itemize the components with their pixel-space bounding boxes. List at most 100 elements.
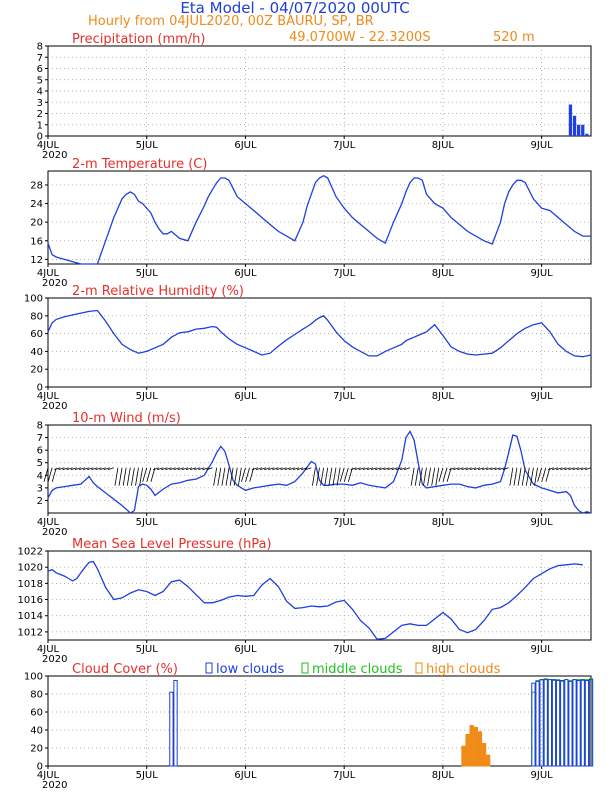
wind-arrow — [130, 467, 135, 486]
wind-arrow — [189, 467, 197, 471]
precip-xtick-label: 9JUL — [531, 140, 554, 151]
mslp-xtick-label: 5JUL — [136, 644, 159, 655]
wind-arrow — [114, 467, 119, 486]
precip-bar — [572, 115, 577, 136]
cloud-ytick-label: 60 — [30, 708, 43, 719]
wind-arrow — [343, 467, 349, 482]
temp-xtick-label: 9JUL — [531, 268, 554, 279]
cloud-ytick-label: 40 — [30, 726, 43, 737]
wind-arrow — [126, 467, 131, 486]
wind-arrow — [537, 467, 543, 482]
cloud-xtick-label: 6JUL — [234, 770, 257, 781]
wind-arrow — [354, 467, 361, 471]
wind-arrow — [324, 467, 329, 486]
precip-frame — [47, 45, 592, 137]
temp-series-line — [47, 174, 591, 265]
wind-arrow — [449, 467, 456, 471]
wind-arrow — [74, 467, 82, 471]
low-cloud-bar — [539, 679, 544, 767]
high-cloud-bar — [477, 731, 483, 767]
wind-arrow — [70, 467, 77, 471]
precip-xtick-label: 6JUL — [234, 140, 257, 151]
legend-low-clouds-swatch — [205, 662, 213, 674]
temp-ytick-label: 28 — [30, 180, 43, 191]
rh-xtick-label: 4JUL — [37, 391, 60, 402]
wind-arrow — [362, 467, 369, 471]
cloud-panel-title: Cloud Cover (%) — [72, 662, 178, 677]
wind-arrow — [418, 467, 423, 486]
wind-arrow — [498, 467, 505, 471]
wind-arrow — [414, 467, 419, 486]
wind-arrow — [173, 467, 180, 471]
precip-bar — [581, 124, 585, 136]
wind-ytick-label: 2 — [37, 496, 43, 507]
wind-arrow — [78, 467, 86, 471]
rh-panel-title: 2-m Relative Humidity (%) — [72, 284, 244, 299]
rh-ytick-label: 60 — [30, 329, 43, 340]
precip-ytick-label: 1 — [37, 120, 43, 131]
precip-panel-title: Precipitation (mm/h) — [72, 32, 205, 47]
wind-arrow — [316, 467, 320, 486]
wind-arrow — [350, 467, 357, 471]
wind-arrow — [259, 467, 267, 471]
low-cloud-bar — [543, 679, 548, 767]
wind-arrow — [311, 467, 316, 486]
low-cloud-bar — [555, 680, 561, 767]
legend-middle-clouds-label: middle clouds — [312, 662, 403, 677]
low-cloud-bar — [169, 691, 174, 767]
temp-xtick-label: 6JUL — [234, 268, 257, 279]
temp-ytick-label: 16 — [30, 236, 43, 247]
mslp-ytick-label: 1020 — [18, 563, 43, 574]
rh-ytick-label: 20 — [30, 365, 43, 376]
temp-xtick-label: 5JUL — [136, 268, 159, 279]
cloud-xtick-label: 5JUL — [136, 770, 159, 781]
cloud-xtick-label: 4JUL — [37, 770, 60, 781]
wind-arrow — [551, 467, 559, 471]
high-cloud-bar — [465, 734, 470, 767]
wind-arrow — [255, 467, 263, 471]
precip-ytick-label: 7 — [37, 53, 43, 64]
wind-arrow — [157, 467, 164, 471]
wind-arrow — [358, 467, 365, 471]
wind-series-line — [47, 429, 592, 514]
station-elevation: 520 m — [493, 30, 535, 45]
wind-arrow — [572, 467, 579, 471]
wind-arrow — [142, 467, 148, 482]
wind-arrow — [584, 467, 592, 471]
cloud-xtick-label: 8JUL — [432, 770, 455, 781]
figure-subtitle: Hourly from 04JUL2020, 00Z BAURU, SP, BR — [88, 14, 374, 29]
wind-arrow — [83, 467, 90, 471]
low-cloud-bar — [572, 679, 577, 767]
wind-xtick-label: 5JUL — [136, 517, 159, 528]
wind-arrow — [43, 467, 49, 482]
temp-ytick-label: 12 — [30, 255, 43, 266]
cloud-ytick-label: 100 — [24, 672, 43, 683]
rh-xtick-label: 5JUL — [136, 391, 159, 402]
wind-arrow — [177, 467, 184, 471]
rh-ytick-label: 100 — [24, 294, 43, 305]
wind-ytick-label: 5 — [37, 458, 43, 469]
wind-arrow — [296, 467, 304, 471]
precip-xtick-label: 8JUL — [432, 140, 455, 151]
wind-arrow — [477, 467, 485, 471]
mslp-xtick-label: 8JUL — [432, 644, 455, 655]
low-cloud-bar — [173, 680, 178, 767]
wind-arrow — [545, 467, 551, 482]
wind-arrow — [320, 467, 325, 486]
wind-arrow — [465, 467, 472, 471]
mslp-year-label: 2020 — [42, 654, 67, 665]
low-cloud-bar — [547, 679, 553, 767]
wind-arrow — [150, 467, 156, 482]
precip-ytick-label: 0 — [37, 132, 43, 143]
wind-arrow — [366, 467, 374, 471]
high-cloud-bar — [461, 745, 466, 767]
cloud-ytick-label: 80 — [30, 690, 43, 701]
wind-arrow — [233, 467, 238, 486]
wind-arrow — [87, 467, 94, 471]
mslp-xtick-label: 6JUL — [234, 644, 257, 655]
wind-arrow — [185, 467, 193, 471]
cloud-ytick-label: 0 — [37, 762, 43, 773]
precip-ytick-label: 3 — [37, 98, 43, 109]
wind-ytick-label: 4 — [37, 471, 43, 482]
wind-ytick-label: 8 — [37, 421, 43, 432]
